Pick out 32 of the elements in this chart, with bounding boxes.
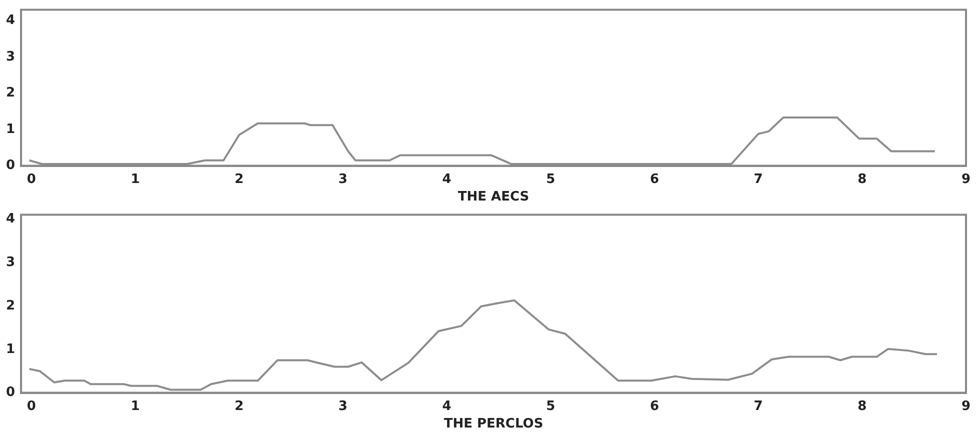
y-tick-label: 3 [6, 49, 16, 64]
x-tick-label: 5 [546, 172, 556, 187]
x-tick-label: 3 [338, 398, 348, 414]
x-tick-label: 1 [130, 398, 140, 414]
y-tick-label: 3 [6, 254, 16, 270]
x-axis-title: THE PERCLOS [444, 416, 544, 432]
y-tick-label: 2 [6, 298, 16, 314]
x-tick-label: 5 [546, 398, 556, 414]
x-tick-label: 4 [442, 398, 452, 414]
x-tick-label: 0 [26, 172, 36, 187]
x-axis-title: THE AECS [458, 190, 530, 205]
y-tick-label: 0 [6, 385, 16, 400]
x-tick-label: 7 [754, 172, 763, 187]
x-tick-label: 6 [650, 398, 659, 414]
x-tick-label: 2 [234, 172, 244, 187]
y-tick-label: 1 [6, 122, 16, 137]
x-tick-label: 4 [442, 172, 452, 187]
y-tick-label: 4 [6, 212, 16, 227]
x-tick-label: 7 [754, 398, 763, 414]
y-tick-label: 2 [6, 86, 16, 101]
x-tick-label: 3 [338, 172, 348, 187]
y-tick-label: 0 [6, 158, 16, 174]
x-tick-label: 9 [961, 172, 971, 187]
x-tick-label: 1 [130, 172, 140, 187]
x-tick-label: 0 [26, 398, 36, 414]
x-tick-label: 9 [961, 398, 971, 414]
x-tick-label: 8 [858, 398, 867, 414]
y-tick-label: 4 [6, 13, 16, 28]
x-tick-label: 8 [858, 172, 867, 187]
x-tick-label: 2 [234, 398, 244, 414]
y-tick-label: 1 [6, 342, 16, 357]
x-tick-label: 6 [650, 172, 659, 187]
